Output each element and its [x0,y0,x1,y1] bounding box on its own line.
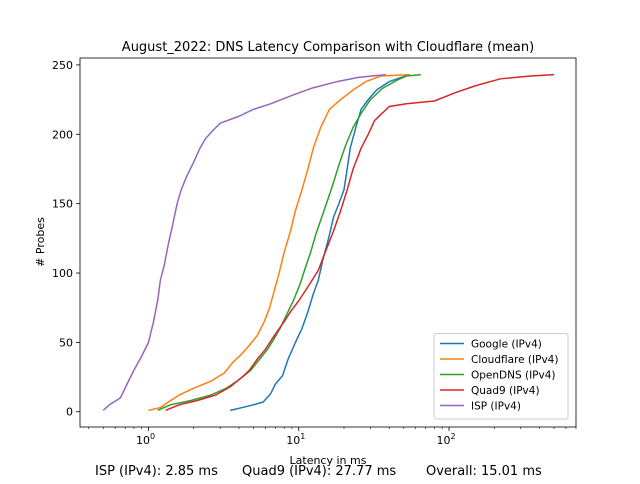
legend-label-opendns: OpenDNS (IPv4) [471,370,556,382]
y-tick-label: 200 [52,128,73,141]
footer-isp-mean: ISP (IPv4): 2.85 ms [95,464,218,479]
series-line-isp [102,73,386,411]
series-line-quad9 [165,73,555,412]
legend-box [433,333,569,420]
legend-label-isp: ISP (IPv4) [471,401,521,413]
y-tick-label: 100 [52,267,73,280]
x-tick-label: 100 [136,432,155,447]
footer-summary: ISP (IPv4): 2.85 ms Quad9 (IPv4): 27.77 … [0,464,640,484]
legend-label-quad9: Quad9 (IPv4) [471,385,540,397]
legend-label-google: Google (IPv4) [471,339,542,351]
series-layer [102,73,555,412]
chart-title: August_2022: DNS Latency Comparison with… [122,40,534,55]
y-tick-label: 0 [66,406,73,419]
legend: Google (IPv4) Cloudflare (IPv4) OpenDNS (I… [433,333,569,420]
x-axis-label: Latency in ms [290,454,367,467]
y-tick-label: 50 [59,336,73,349]
y-tick-label: 250 [52,59,73,72]
footer-quad9-mean: Quad9 (IPv4): 27.77 ms [242,464,397,479]
ticks-layer: 0 50 100 150 200 250 100 101 102 [52,59,577,447]
x-tick-label: 101 [286,432,305,447]
y-axis-label: # Probes [34,217,47,267]
x-tick-label: 102 [436,432,455,447]
series-line-cloudflare [148,73,411,412]
footer-overall-mean: Overall: 15.01 ms [426,464,542,479]
legend-label-cloudflare: Cloudflare (IPv4) [471,354,558,366]
y-tick-label: 150 [52,198,73,211]
axes-frame [79,57,577,428]
